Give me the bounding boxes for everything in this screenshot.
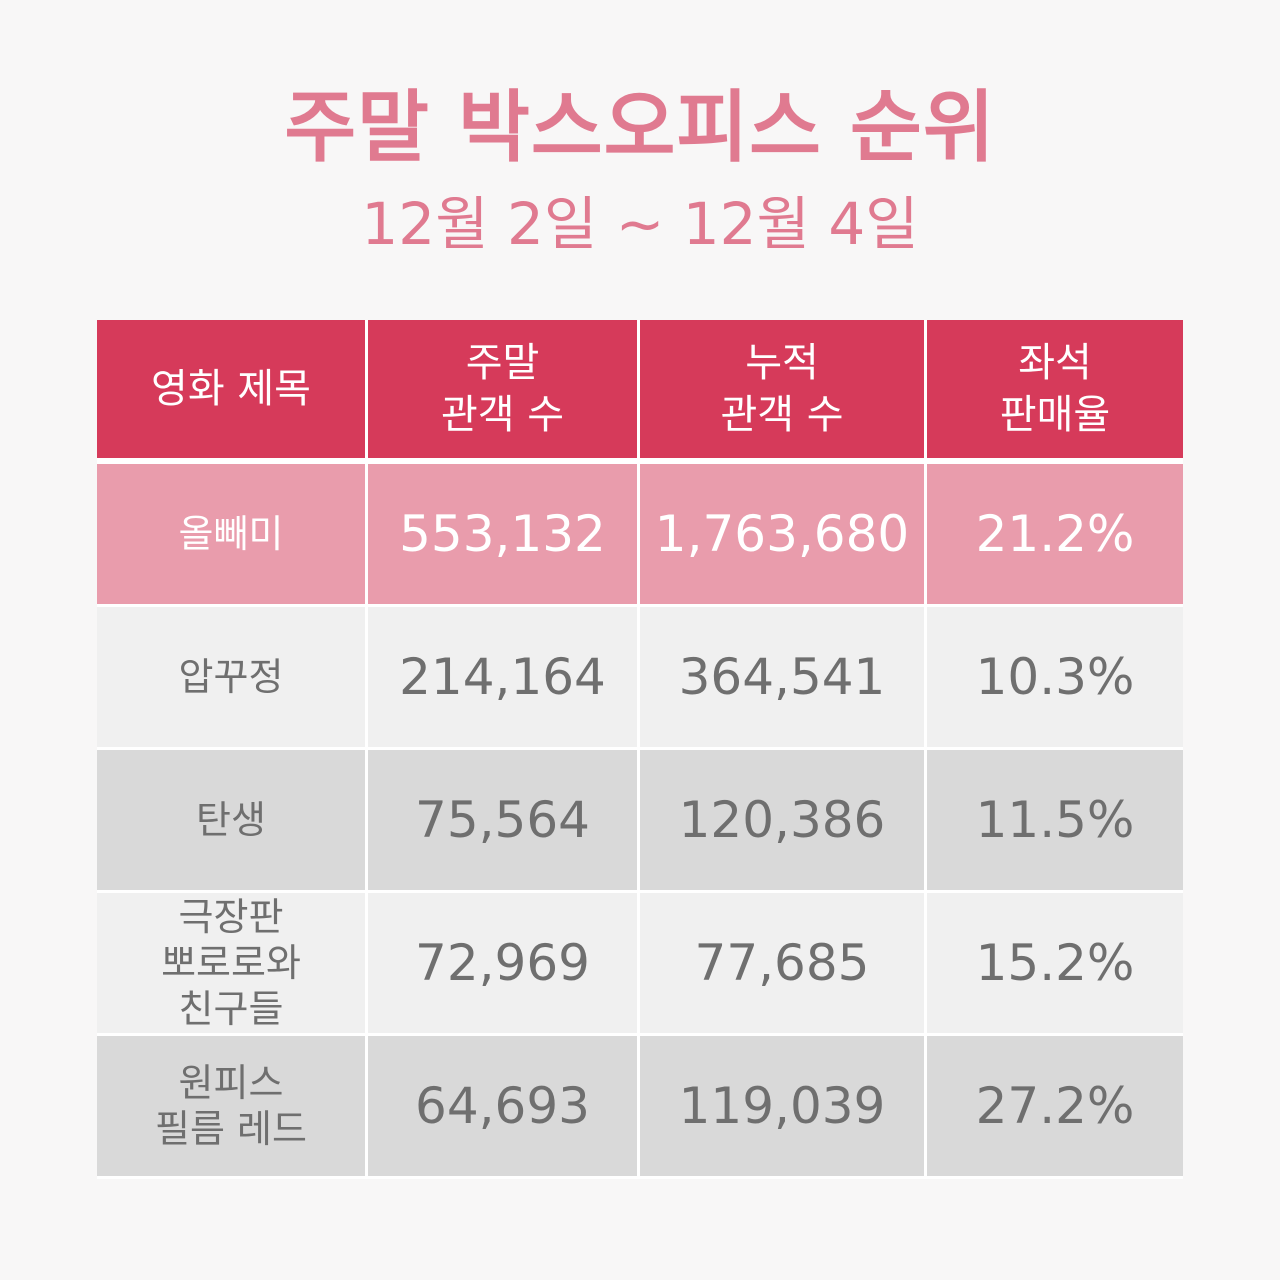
table-row: 압꾸정 214,164 364,541 10.3% [97, 607, 1183, 750]
column-header-seat-rate: 좌석 판매율 [927, 320, 1183, 464]
weekend-audience-cell: 214,164 [368, 607, 640, 750]
column-header-movie-title: 영화 제목 [97, 320, 368, 464]
table-row: 극장판 뽀로로와 친구들 72,969 77,685 15.2% [97, 893, 1183, 1036]
movie-title-cell: 압꾸정 [97, 607, 368, 750]
table-header-row: 영화 제목 주말 관객 수 누적 관객 수 좌석 판매율 [97, 320, 1183, 464]
movie-title-cell: 원피스 필름 레드 [97, 1036, 368, 1179]
total-audience-cell: 77,685 [640, 893, 927, 1036]
weekend-audience-cell: 72,969 [368, 893, 640, 1036]
table-row: 탄생 75,564 120,386 11.5% [97, 750, 1183, 893]
total-audience-cell: 1,763,680 [640, 464, 927, 607]
movie-title-cell: 탄생 [97, 750, 368, 893]
movie-title-cell: 극장판 뽀로로와 친구들 [97, 893, 368, 1036]
seat-rate-cell: 21.2% [927, 464, 1183, 607]
total-audience-cell: 119,039 [640, 1036, 927, 1179]
table-row: 올빼미 553,132 1,763,680 21.2% [97, 464, 1183, 607]
total-audience-cell: 364,541 [640, 607, 927, 750]
seat-rate-cell: 27.2% [927, 1036, 1183, 1179]
weekend-audience-cell: 75,564 [368, 750, 640, 893]
seat-rate-cell: 11.5% [927, 750, 1183, 893]
weekend-audience-cell: 64,693 [368, 1036, 640, 1179]
seat-rate-cell: 15.2% [927, 893, 1183, 1036]
seat-rate-cell: 10.3% [927, 607, 1183, 750]
movie-title-cell: 올빼미 [97, 464, 368, 607]
weekend-audience-cell: 553,132 [368, 464, 640, 607]
date-range: 12월 2일 ~ 12월 4일 [361, 190, 919, 258]
page-title: 주말 박스오피스 순위 [284, 83, 996, 173]
column-header-total-audience: 누적 관객 수 [640, 320, 927, 464]
total-audience-cell: 120,386 [640, 750, 927, 893]
table-row: 원피스 필름 레드 64,693 119,039 27.2% [97, 1036, 1183, 1179]
column-header-weekend-audience: 주말 관객 수 [368, 320, 640, 464]
box-office-table: 영화 제목 주말 관객 수 누적 관객 수 좌석 판매율 올빼미 553,132… [97, 320, 1183, 1179]
